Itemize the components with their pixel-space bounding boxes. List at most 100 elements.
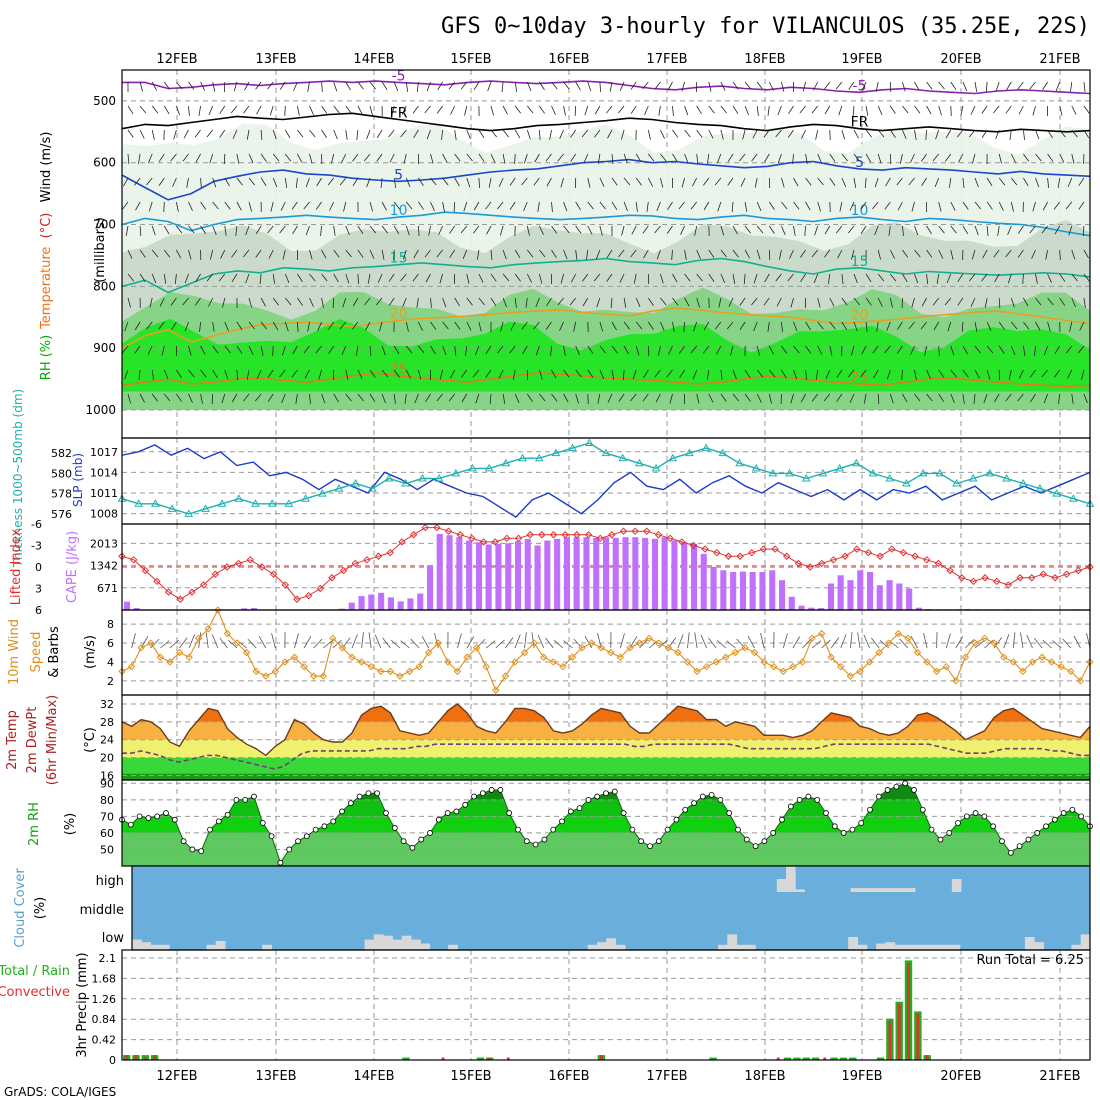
- wind-barb: [526, 249, 534, 258]
- wind-barb: [400, 640, 410, 649]
- wind-barb: [781, 177, 785, 188]
- wind-barb: [461, 369, 468, 378]
- wind-barb: [1005, 249, 1012, 258]
- wind-speed-marker: [712, 658, 720, 666]
- wind-barb: [871, 637, 880, 649]
- wind-barb: [259, 273, 262, 284]
- wind-barb: [219, 105, 226, 114]
- wind-barb: [902, 249, 909, 258]
- wind-barb: [218, 273, 226, 282]
- wind-barb: [962, 201, 969, 210]
- wind-barb: [587, 201, 594, 210]
- contour-label: FR: [390, 105, 408, 121]
- wind-barb: [328, 321, 335, 330]
- wind-speed-marker: [990, 639, 998, 647]
- wind-barb: [1035, 321, 1041, 331]
- wind-barb: [647, 129, 651, 140]
- rh-marker: [286, 846, 293, 853]
- rh-marker: [312, 826, 319, 833]
- rh-marker: [277, 859, 284, 866]
- cloud-bar: [885, 942, 896, 950]
- wind-barb: [439, 273, 443, 284]
- wind-barb: [936, 273, 940, 284]
- date-label-top: 15FEB: [450, 52, 491, 67]
- wind-barb: [127, 105, 134, 115]
- wind-barb: [345, 273, 350, 284]
- wind-barb: [672, 153, 678, 163]
- wind-barb: [188, 225, 195, 234]
- wind-barb: [270, 201, 274, 212]
- wind-speed-marker: [932, 667, 941, 676]
- contour-line: [122, 80, 1091, 95]
- wind-speed-marker: [434, 639, 442, 647]
- li-marker: [608, 531, 616, 539]
- wind-barb: [716, 639, 727, 649]
- wind-barb: [1073, 635, 1081, 649]
- wind-barb: [522, 345, 528, 355]
- wind-barb: [703, 345, 710, 354]
- wind-barb: [305, 225, 310, 236]
- wind-speed-marker: [472, 644, 481, 652]
- wind-barb: [139, 273, 146, 282]
- wind-barb: [151, 225, 156, 236]
- wind-tick-label: 8: [107, 618, 114, 631]
- wind-barb: [938, 345, 940, 356]
- wind-barb: [1078, 177, 1085, 186]
- wind-barb: [478, 129, 485, 138]
- wind-speed-marker: [808, 634, 816, 643]
- wind-barb: [1071, 153, 1075, 164]
- temp-ylabel-unit: (°C): [83, 727, 98, 753]
- li-ylabel: Lifted Index: [9, 528, 24, 605]
- wind-barb: [744, 369, 751, 379]
- wind-barb: [188, 105, 190, 116]
- wind-speed-marker: [377, 667, 385, 676]
- wind-barb: [642, 225, 649, 234]
- rh-marker: [919, 806, 926, 813]
- cloud-bar: [876, 943, 886, 950]
- wind-barb: [236, 321, 243, 330]
- wind-barb: [267, 225, 274, 234]
- wind-barb: [708, 273, 715, 282]
- wind-barb: [352, 153, 359, 162]
- wind-barb: [1029, 369, 1036, 378]
- wind-barb: [623, 153, 628, 164]
- cloud-bar: [420, 943, 431, 950]
- wind-barb: [184, 273, 189, 284]
- wind-barb: [863, 393, 867, 404]
- wind-barb: [732, 225, 738, 235]
- precip-total-bar: [476, 1057, 485, 1060]
- li-marker: [363, 556, 371, 564]
- wind-speed-marker: [770, 662, 778, 671]
- wind-speed-marker: [817, 629, 826, 638]
- wind-barb: [330, 153, 335, 164]
- wind-barb: [889, 129, 896, 138]
- wind-barb: [146, 321, 153, 330]
- wind-barb: [272, 321, 279, 331]
- rh-marker: [664, 826, 671, 833]
- wind-barb: [857, 632, 861, 649]
- wind-barb: [232, 129, 238, 139]
- thickness-marker: [568, 443, 577, 452]
- wind-barb: [684, 105, 689, 116]
- wind-barb: [864, 177, 867, 188]
- wind-barb: [582, 297, 589, 307]
- wind-speed-marker: [367, 662, 375, 671]
- contour-line: [121, 372, 1091, 388]
- wind-barb: [971, 249, 976, 260]
- cape-bar: [837, 575, 844, 610]
- legend-total-label: Total / Rain: [0, 964, 70, 979]
- wind-barb: [161, 345, 165, 356]
- li-marker: [456, 531, 464, 539]
- wind-ylabel-1: 10m Wind: [7, 619, 22, 685]
- wind-barb: [357, 81, 364, 90]
- wind-barb: [497, 201, 504, 210]
- precip-conv-bar: [897, 1004, 901, 1060]
- wind-barb: [720, 393, 727, 402]
- rh-marker: [787, 803, 794, 810]
- wind-barb: [267, 369, 274, 378]
- cloud-bar: [894, 944, 905, 950]
- rh-marker: [189, 846, 196, 853]
- thickness-marker: [151, 499, 160, 507]
